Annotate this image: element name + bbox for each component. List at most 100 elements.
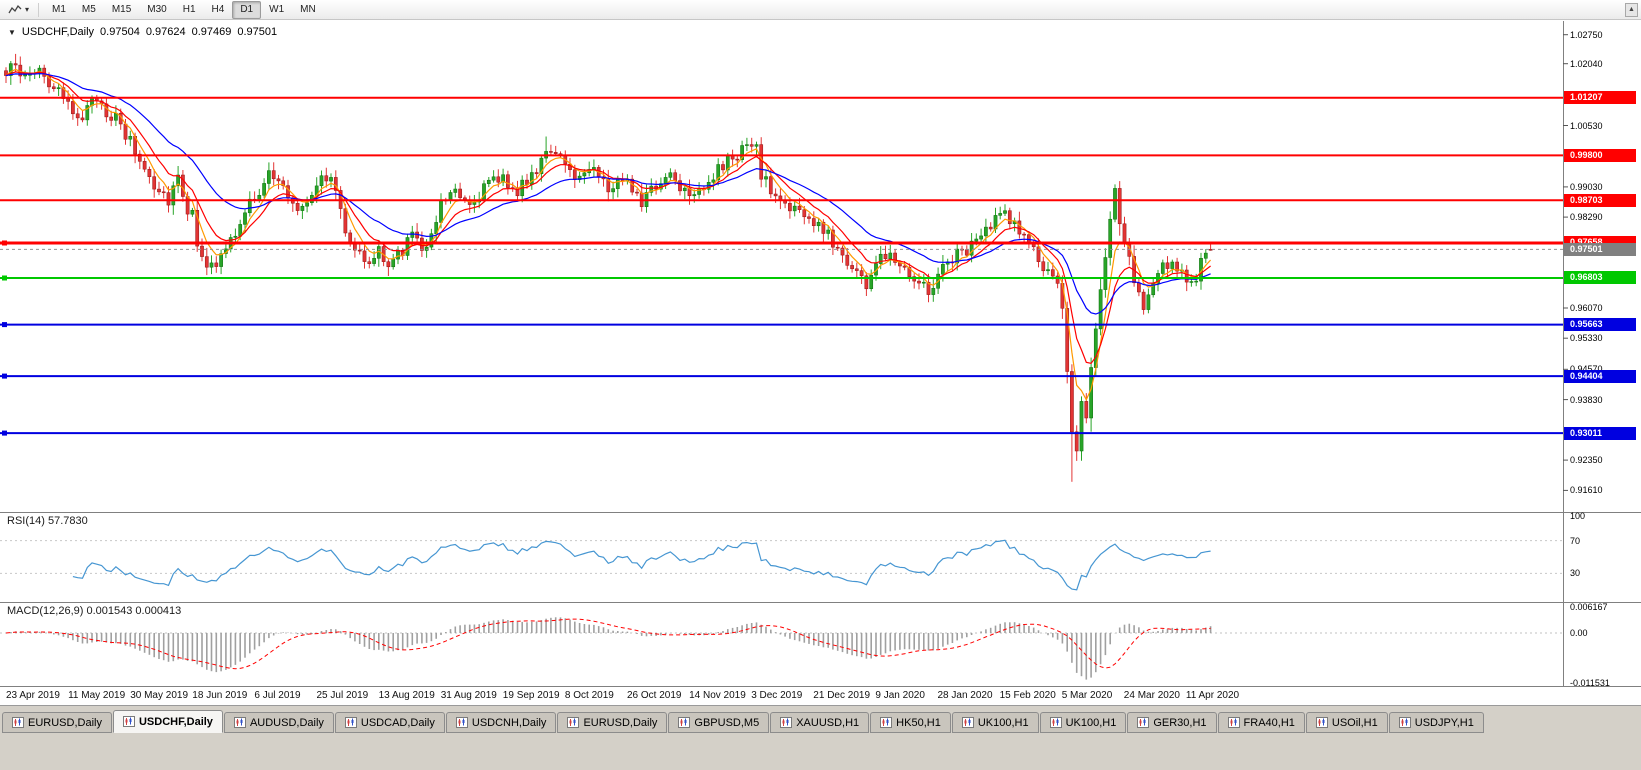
chart-tab-ger30-h1[interactable]: GER30,H1: [1127, 712, 1217, 733]
chart-tab-label: USDJPY,H1: [1414, 716, 1474, 729]
chart-tab-label: GBPUSD,M5: [694, 716, 760, 729]
rsi-indicator-label: RSI(14) 57.7830: [7, 515, 88, 527]
line-handle[interactable]: [2, 322, 7, 328]
x-axis-date-label: 30 May 2019: [130, 690, 189, 701]
chart-tab-label: USDCAD,Daily: [360, 716, 435, 729]
x-axis-date-label: 24 Mar 2020: [1123, 690, 1180, 701]
timeframe-button-m1[interactable]: M1: [52, 3, 66, 15]
x-axis-date-label: 3 Dec 2019: [751, 690, 803, 701]
chart-tabs: EURUSD,Daily USDCHF,Daily AUDUSD,Daily U…: [2, 710, 1639, 733]
ohlc-open: 0.97504: [100, 26, 140, 38]
chart-tab-xauusd-h1[interactable]: XAUUSD,H1: [770, 712, 870, 733]
chart-symbol: USDCHF,Daily: [21, 26, 95, 38]
horizontal-line-0.97658[interactable]: [0, 240, 1563, 246]
line-handle[interactable]: [2, 373, 7, 379]
x-axis-date-label: 8 Oct 2019: [564, 690, 614, 701]
x-axis-date-label: 15 Feb 2020: [999, 690, 1056, 701]
chart-tab-gbpusd-m5[interactable]: GBPUSD,M5: [668, 712, 770, 733]
chart-tab-uk100-h1[interactable]: UK100,H1: [1039, 712, 1127, 733]
date-axis: 23 Apr 2019 11 May 2019 30 May 2019 18 Jun …: [0, 690, 1641, 705]
timeframe-button-mn[interactable]: MN: [300, 3, 316, 15]
chart-tab-label: USOil,H1: [1331, 716, 1378, 729]
chart-tab-icon: [780, 717, 793, 728]
x-axis-date-label: 25 Jul 2019: [316, 690, 369, 701]
chart-tab-usdchf-daily[interactable]: USDCHF,Daily: [112, 710, 223, 733]
price-chart-canvas[interactable]: [0, 0, 1641, 706]
chart-tab-icon: [344, 717, 357, 728]
chart-tab-eurusd-daily[interactable]: EURUSD,Daily: [2, 712, 112, 733]
chevron-down-icon: ▾: [25, 5, 30, 14]
line-handle[interactable]: [2, 275, 7, 281]
x-axis-date-label: 13 Aug 2019: [378, 690, 435, 701]
chart-tab-label: AUDUSD,Daily: [249, 716, 324, 729]
chart-tab-usdcnh-daily[interactable]: USDCNH,Daily: [445, 712, 557, 733]
chart-tab-label: EURUSD,Daily: [28, 716, 102, 729]
macd-signal-line: [5, 618, 1211, 670]
horizontal-line-0.96803[interactable]: [0, 275, 1563, 281]
chart-tab-label: XAUUSD,H1: [796, 716, 860, 729]
bottom-bar: EURUSD,Daily USDCHF,Daily AUDUSD,Daily U…: [0, 705, 1641, 770]
x-axis-date-label: 11 Apr 2020: [1185, 690, 1240, 701]
scroll-up-button[interactable]: ▲: [1625, 3, 1638, 17]
chart-tab-usdjpy-h1[interactable]: USDJPY,H1: [1388, 712, 1484, 733]
chart-line-icon: [8, 4, 22, 13]
chart-tab-label: GER30,H1: [1153, 716, 1207, 729]
timeframe-buttons: M1 M5 M15 M30 H1 H4 D1 W1 MN: [44, 0, 324, 19]
timeframe-button-w1[interactable]: W1: [269, 3, 285, 15]
x-axis-date-label: 23 Apr 2019: [6, 690, 60, 701]
chart-tab-label: UK100,H1: [977, 716, 1029, 729]
x-axis-date-label: 11 May 2019: [68, 690, 126, 701]
x-axis-date-label: 21 Dec 2019: [813, 690, 871, 701]
chart-tab-icon: [233, 717, 246, 728]
chart-tab-icon: [1137, 717, 1150, 728]
chart-tab-audusd-daily[interactable]: AUDUSD,Daily: [223, 712, 334, 733]
chart-tab-icon: [880, 717, 893, 728]
chart-tab-usdcad-daily[interactable]: USDCAD,Daily: [334, 712, 445, 733]
x-axis-date-label: 9 Jan 2020: [875, 690, 925, 701]
timeframe-button-d1[interactable]: D1: [232, 0, 262, 19]
timeframe-button-h4[interactable]: H4: [211, 3, 225, 15]
chart-tab-label: UK100,H1: [1065, 716, 1117, 729]
chart-title: ▼ USDCHF,Daily 0.97504 0.97624 0.97469 0…: [8, 26, 277, 38]
horizontal-line-0.93011[interactable]: [0, 430, 1563, 436]
toolbar-separator: [38, 2, 40, 17]
ohlc-low: 0.97469: [191, 26, 232, 38]
chart-tab-label: USDCHF,Daily: [138, 715, 213, 728]
chart-tab-icon: [455, 717, 468, 728]
chart-tab-icon: [1049, 717, 1062, 728]
timeframe-button-m15[interactable]: M15: [111, 3, 132, 15]
chart-tab-icon: [1398, 717, 1411, 728]
ohlc-high: 0.97624: [145, 26, 186, 38]
horizontal-line-0.95663[interactable]: [0, 322, 1563, 328]
chart-tab-icon: [1227, 717, 1240, 728]
line-handle[interactable]: [2, 430, 7, 436]
timeframe-button-m5[interactable]: M5: [81, 3, 96, 15]
chart-tab-fra40-h1[interactable]: FRA40,H1: [1217, 712, 1305, 733]
chart-tab-eurusd-daily[interactable]: EURUSD,Daily: [557, 712, 668, 733]
x-axis-date-label: 28 Jan 2020: [937, 690, 993, 701]
chart-tab-label: EURUSD,Daily: [583, 716, 658, 729]
chart-tab-uk100-h1[interactable]: UK100,H1: [951, 712, 1039, 733]
x-axis-date-label: 31 Aug 2019: [440, 690, 497, 701]
timeframe-button-m30[interactable]: M30: [147, 3, 167, 15]
timeframe-button-h1[interactable]: H1: [182, 3, 196, 15]
chart-tab-usoil-h1[interactable]: USOil,H1: [1305, 712, 1388, 733]
ohlc-close: 0.97501: [237, 26, 278, 38]
chart-tab-label: FRA40,H1: [1243, 716, 1295, 729]
x-axis-date-label: 19 Sep 2019: [502, 690, 560, 701]
x-axis-date-label: 18 Jun 2019: [192, 690, 248, 701]
ma-medium-line: [5, 71, 1211, 364]
chart-tab-hk50-h1[interactable]: HK50,H1: [870, 712, 951, 733]
chart-dropdown-icon[interactable]: ▼: [8, 27, 16, 37]
candlestick-series: [4, 53, 1213, 482]
x-axis-date-label: 6 Jul 2019: [254, 690, 301, 701]
chart-tab-label: HK50,H1: [896, 716, 941, 729]
chart-mode-dropdown[interactable]: ▾: [4, 3, 33, 17]
timeframe-toolbar: ▾ M1 M5 M15 M30 H1 H4 D1 W1 MN: [0, 0, 1641, 20]
line-handle[interactable]: [2, 240, 7, 246]
macd-histogram: [10, 617, 1212, 680]
horizontal-line-0.94404[interactable]: [0, 373, 1563, 379]
chart-tab-icon: [1315, 717, 1328, 728]
chart-tab-label: USDCNH,Daily: [471, 716, 547, 729]
